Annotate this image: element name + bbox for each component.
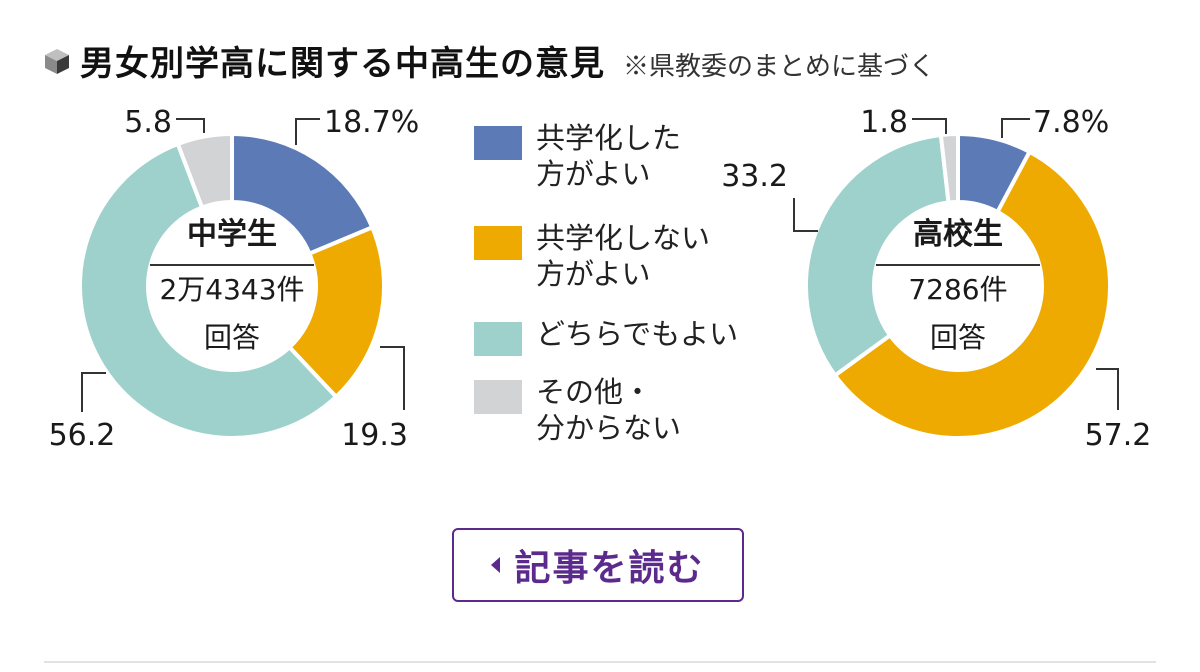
legend-item-dochira: どちらでもよい (474, 316, 766, 356)
legend-swatch (474, 126, 522, 160)
leader-line (81, 372, 106, 412)
legend-swatch (474, 226, 522, 260)
legend-item-sonota: その他・ 分からない (474, 374, 766, 446)
read-article-label: 記事を読む (514, 548, 705, 589)
data-label: 1.8 (860, 105, 908, 140)
data-label: 5.8 (124, 105, 172, 140)
donut-slice (78, 141, 339, 440)
read-article-button[interactable]: 記事を読む (452, 528, 744, 602)
center-title: 高校生 (913, 217, 1003, 252)
legend-item-kyogaku-yoi: 共学化した 方がよい (474, 120, 766, 192)
donut-slice (938, 132, 960, 205)
donut-slice (804, 132, 951, 378)
center-unit: 回答 (204, 321, 260, 354)
data-label: 56.2 (49, 418, 116, 453)
donut-slice (230, 132, 375, 256)
divider (44, 661, 1156, 663)
legend-label-line: 方がよい (536, 257, 651, 291)
data-label: 19.3 (341, 418, 408, 453)
data-label: 7.8% (1033, 105, 1109, 140)
legend-label-line: 分からない (536, 411, 682, 445)
data-label: 57.2 (1085, 418, 1152, 453)
legend-label-line: 共学化した (536, 121, 682, 155)
leader-line (793, 198, 818, 232)
leader-line (1001, 118, 1030, 138)
chart-title: 男女別学高に関する中高生の意見 (80, 44, 605, 84)
donut-slice (175, 132, 234, 210)
legend-swatch (474, 322, 522, 356)
center-unit: 回答 (930, 321, 986, 354)
leader-line (295, 118, 320, 145)
leader-line (1096, 368, 1119, 410)
leader-line (912, 118, 947, 134)
legend-label-line: 共学化しない (536, 221, 711, 255)
legend-label-line: どちらでもよい (536, 317, 739, 351)
legend-label-line: その他・ (536, 375, 653, 409)
center-count: 2万4343件 (159, 273, 304, 306)
leader-line (176, 118, 205, 133)
data-label: 33.2 (721, 159, 788, 194)
data-label: 18.7% (324, 105, 419, 140)
legend-item-kyogaku-shinai: 共学化しない 方がよい (474, 220, 766, 292)
chart-header: 男女別学高に関する中高生の意見 ※県教委のまとめに基づく (42, 36, 935, 86)
legend-label-line: 方がよい (536, 157, 651, 191)
legend-swatch (474, 380, 522, 414)
cube-icon (45, 49, 69, 74)
center-title: 中学生 (187, 217, 277, 252)
caret-left-icon (491, 557, 501, 573)
donut-slice (833, 149, 1112, 440)
leader-line (380, 346, 405, 410)
source-note: ※県教委のまとめに基づく (623, 52, 936, 82)
center-count: 7286件 (908, 273, 1007, 306)
